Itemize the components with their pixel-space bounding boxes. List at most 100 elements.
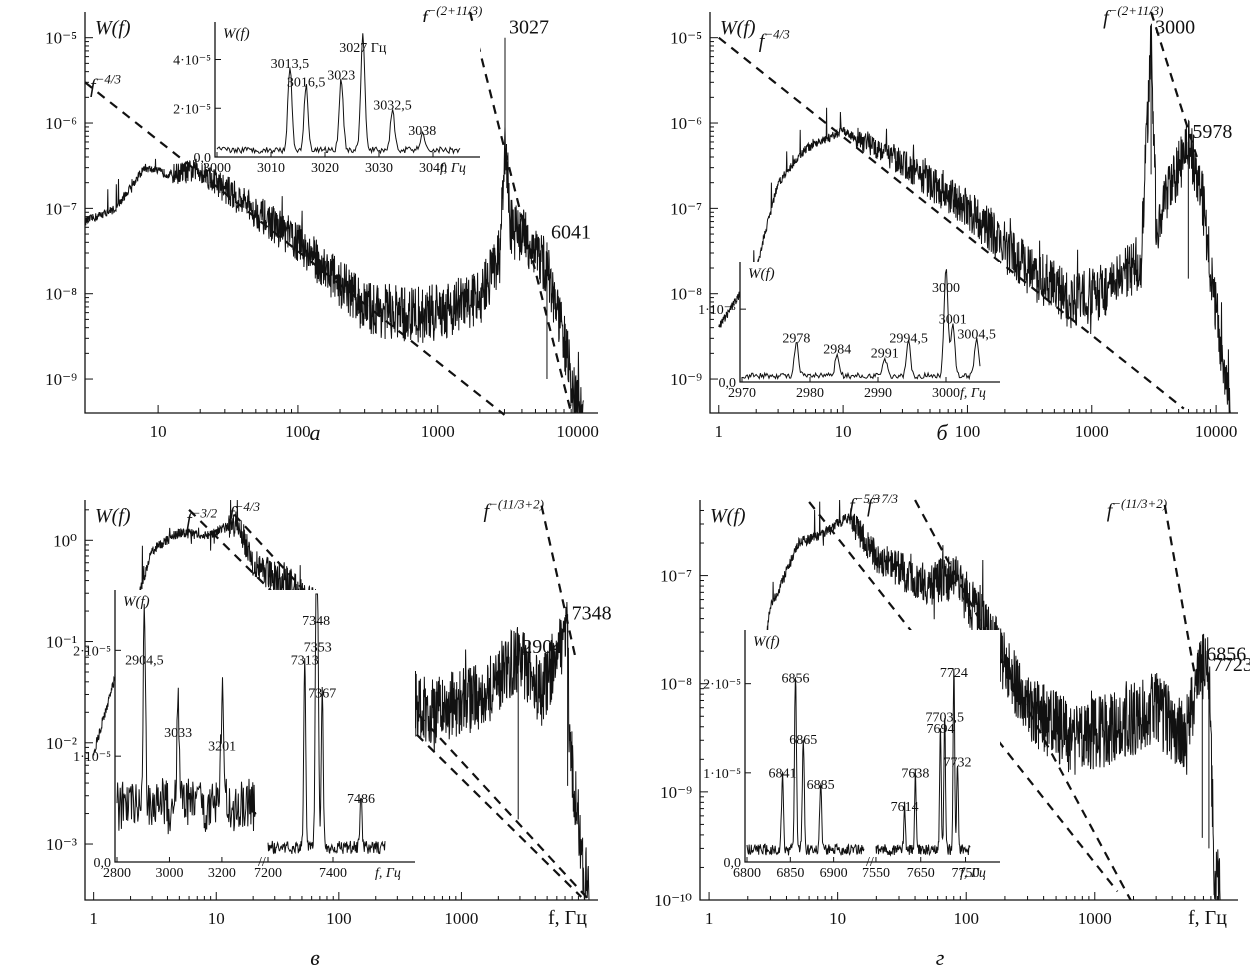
inset-y-label: W(f) <box>748 266 775 282</box>
x-ticks: 1 10 100 1000 <box>705 892 1218 928</box>
inset-spectrum-line <box>267 593 386 855</box>
inset-peak-label: 3027 Гц <box>339 41 387 56</box>
inset-y-tick-label: 1·10⁻⁵ <box>73 750 111 765</box>
inset-x-tick-label: 6850 <box>776 866 804 881</box>
inset-x-tick-label: 7550 <box>862 866 890 881</box>
inset-x-label: f, Гц <box>375 866 401 881</box>
x-axis-label: f, Гц <box>1188 907 1227 929</box>
inset-axis-break: // <box>258 855 266 870</box>
inset-peak-label: 6841 <box>769 767 797 782</box>
inset-axis-break: // <box>866 855 874 870</box>
inset-x-tick-label: 3000 <box>155 866 183 881</box>
inset-y-tick-label: 1·10⁻⁵ <box>698 303 736 318</box>
spectrum-line <box>718 23 1231 414</box>
inset-peak-label: 3023 <box>327 68 355 83</box>
fit-line <box>468 11 573 414</box>
panel-г: 1 10 100 1000 10⁻¹⁰ 10⁻⁹ 10⁻⁸ 10⁻⁷ W(f) f, Гц 6856… <box>654 491 1250 970</box>
panel-caption: в <box>310 945 320 970</box>
x-tick-label: 1 <box>89 909 98 928</box>
x-tick-label: 10 <box>829 909 846 928</box>
y-tick-label: 10⁰ <box>53 531 77 550</box>
inset-peak-label: 2978 <box>782 331 810 346</box>
x-tick-label: 1000 <box>1078 909 1112 928</box>
inset-peak-label: 3013,5 <box>271 57 310 72</box>
inset-y-tick-label: 0,0 <box>724 856 742 871</box>
y-axis-label: W(f) <box>95 505 131 527</box>
y-ticks: 10⁻¹⁰ 10⁻⁹ 10⁻⁸ 10⁻⁷ <box>654 509 708 910</box>
inset-peak-label: 2904,5 <box>125 654 164 669</box>
x-tick-label: 1000 <box>444 909 478 928</box>
inset-x-tick-label: 2970 <box>728 386 756 401</box>
y-ticks: 10⁻³ 10⁻² 10⁻¹ 10⁰ <box>46 509 93 854</box>
fit-line-label: f−(11/3+2) <box>1107 496 1167 522</box>
inset-spectrum-line <box>741 269 981 381</box>
fit-line-label: f−(11/3+2) <box>484 497 544 523</box>
inset-x-tick-label: 2980 <box>796 386 824 401</box>
y-tick-label: 10⁻⁵ <box>670 29 702 48</box>
inset-y-tick-label: 2·10⁻⁵ <box>703 678 741 693</box>
x-tick-label: 1 <box>705 909 714 928</box>
inset-peak-label: 7367 <box>308 687 336 702</box>
x-tick-label: 10 <box>150 422 167 441</box>
axis-frame <box>84 12 598 414</box>
x-tick-label: 10000 <box>1195 422 1238 441</box>
inset-background <box>740 262 1000 382</box>
y-axis-label: W(f) <box>710 505 746 527</box>
inset-y-tick-label: 0,0 <box>194 151 212 166</box>
y-axis-label: W(f) <box>720 17 756 39</box>
y-tick-label: 10⁻⁵ <box>45 29 77 48</box>
x-tick-label: 1000 <box>421 422 455 441</box>
fit-line-label: f−(2+11/3) <box>422 3 482 29</box>
x-tick-label: 10000 <box>556 422 599 441</box>
inset-x-tick-label: 6900 <box>820 866 848 881</box>
inset-peak-label: 2991 <box>871 346 899 361</box>
y-tick-label: 10⁻⁷ <box>670 199 702 218</box>
x-tick-label: 100 <box>326 909 352 928</box>
y-tick-label: 10⁻⁹ <box>660 783 692 802</box>
inset-y-label: W(f) <box>753 634 780 650</box>
inset-spectrum-line <box>216 33 461 155</box>
peak-label: 7723 <box>1213 654 1250 676</box>
x-axis-label: f, Гц <box>548 907 587 929</box>
inset-x-label: f, Гц <box>440 161 466 176</box>
fit-line-label: f−7/3 <box>867 491 898 517</box>
inset-y-label: W(f) <box>223 26 250 42</box>
peak-label: 3000 <box>1155 17 1195 39</box>
inset-peak-label: 2984 <box>823 343 851 358</box>
panel-caption: б <box>936 420 948 445</box>
y-tick-label: 10⁻⁹ <box>670 370 702 389</box>
inset-y-tick-label: 0,0 <box>94 856 112 871</box>
fit-line <box>914 499 1132 901</box>
inset-x-tick-label: 3030 <box>365 161 393 176</box>
inset-y-tick-label: 1·10⁻⁵ <box>703 767 741 782</box>
inset-б: 0,0 1·10⁻⁵ W(f) 2970 2980 2990 3000 2978 2984 299… <box>698 262 1000 401</box>
fit-line-label: f−3/2 <box>186 505 217 531</box>
inset-spectrum-line <box>875 668 971 857</box>
inset-x-tick-label: 7400 <box>319 866 347 881</box>
inset-peak-label: 7732 <box>943 755 971 770</box>
spectrum-line <box>84 126 584 414</box>
fit-line <box>540 505 577 658</box>
x-tick-label: 100 <box>953 909 979 928</box>
panel-в: 1 10 100 1000 10⁻³ 10⁻² 10⁻¹ 10⁰ W(f) f, Гц 2904 73… <box>46 497 612 970</box>
peak-label: 3027 <box>509 17 549 39</box>
inset-y-label: W(f) <box>123 594 150 610</box>
x-tick-label: 100 <box>955 422 981 441</box>
inset-peak-label: 3038 <box>408 124 436 139</box>
y-tick-label: 10⁻² <box>46 734 77 753</box>
x-ticks: 1 10 100 1000 10000 <box>715 405 1238 441</box>
inset-x-tick-label: 7200 <box>254 866 282 881</box>
inset-x-tick-label: 3200 <box>208 866 236 881</box>
y-tick-label: 10⁻⁸ <box>45 285 77 304</box>
x-ticks: 1 10 100 1000 <box>89 892 579 928</box>
inset-y-tick-label: 2·10⁻⁵ <box>73 644 111 659</box>
y-tick-label: 10⁻⁶ <box>45 114 77 133</box>
inset-peak-label: 7694 <box>926 722 954 737</box>
inset-в: 0,0 1·10⁻⁵ 2·10⁻⁵ W(f) 2800 3000 3200 //7200 740… <box>73 590 415 881</box>
peak-label: 5978 <box>1192 121 1232 143</box>
inset-peak-label: 3001 <box>939 313 967 328</box>
peak-label: 2904 <box>522 636 562 658</box>
peak-label: 7348 <box>572 603 612 625</box>
peak-label: 6856 <box>1206 644 1246 666</box>
